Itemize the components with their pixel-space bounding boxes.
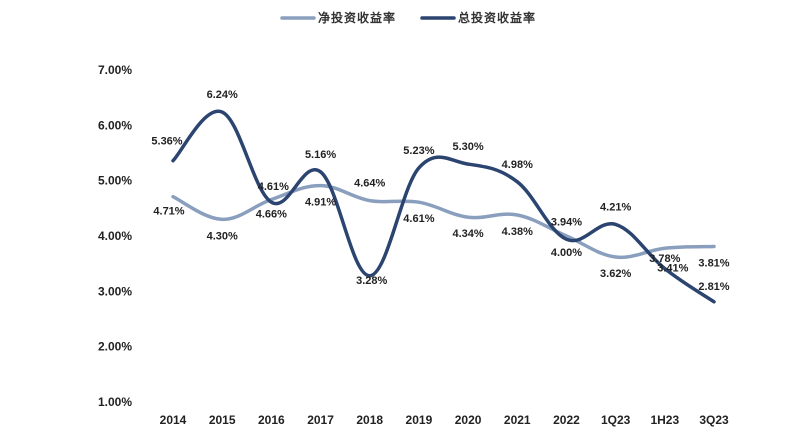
data-label-net: 4.64% bbox=[354, 178, 385, 190]
x-tick-label: 2021 bbox=[504, 413, 531, 427]
series-lines bbox=[171, 109, 716, 304]
x-tick-label: 2016 bbox=[258, 413, 285, 427]
data-label-net: 3.78% bbox=[649, 253, 680, 265]
data-label-net: 4.61% bbox=[403, 213, 434, 225]
data-label-total: 4.21% bbox=[600, 201, 631, 213]
legend-label-1: 总投资收益率 bbox=[458, 10, 536, 25]
series-line-0 bbox=[171, 183, 716, 260]
chart-legend: 净投资收益率 总投资收益率 bbox=[280, 10, 536, 25]
data-label-total: 5.30% bbox=[452, 141, 483, 153]
legend-label-0: 净投资收益率 bbox=[318, 10, 396, 25]
y-tick-label: 7.00% bbox=[98, 63, 132, 77]
x-axis: 2014 2015 2016 2017 2018 2019 2020 2021 2022 1Q23… bbox=[160, 413, 729, 427]
data-label-net: 4.71% bbox=[153, 206, 184, 218]
series-line-1 bbox=[171, 109, 716, 304]
data-label-total: 3.94% bbox=[551, 216, 582, 228]
y-tick-label: 6.00% bbox=[98, 118, 132, 132]
data-label-total: 3.28% bbox=[356, 275, 387, 287]
x-tick-label: 2014 bbox=[160, 413, 187, 427]
x-tick-label: 2019 bbox=[406, 413, 433, 427]
y-tick-label: 1.00% bbox=[98, 395, 132, 409]
data-label-total: 5.23% bbox=[403, 145, 434, 157]
x-tick-label: 2022 bbox=[553, 413, 580, 427]
y-axis: 1.00% 2.00% 3.00% 4.00% 5.00% 6.00% 7.00% bbox=[98, 63, 132, 409]
data-label-net: 3.81% bbox=[698, 258, 729, 270]
data-label-net: 4.38% bbox=[502, 226, 533, 238]
y-tick-label: 4.00% bbox=[98, 229, 132, 243]
x-tick-label: 2017 bbox=[307, 413, 334, 427]
data-label-net: 4.30% bbox=[207, 230, 238, 242]
data-label-net: 4.00% bbox=[551, 247, 582, 259]
data-label-total: 3.41% bbox=[657, 263, 688, 275]
x-tick-label: 2020 bbox=[455, 413, 482, 427]
data-label-net: 3.62% bbox=[600, 268, 631, 280]
x-tick-label: 3Q23 bbox=[699, 413, 729, 427]
data-label-net: 4.34% bbox=[452, 228, 483, 240]
data-label-total: 5.16% bbox=[305, 149, 336, 161]
x-tick-label: 1Q23 bbox=[601, 413, 631, 427]
data-label-total: 4.98% bbox=[502, 159, 533, 171]
data-label-net: 4.66% bbox=[256, 208, 287, 220]
data-label-total: 2.81% bbox=[698, 281, 729, 293]
data-label-total: 4.61% bbox=[258, 181, 289, 193]
data-label-total: 6.24% bbox=[207, 89, 238, 101]
x-tick-label: 2018 bbox=[356, 413, 383, 427]
data-label-net: 4.91% bbox=[305, 197, 336, 209]
x-tick-label: 1H23 bbox=[650, 413, 679, 427]
data-labels: 4.71% 5.36% 4.30% 6.24% 4.66% 4.61% 4.91% 5.16%… bbox=[151, 89, 729, 293]
y-tick-label: 2.00% bbox=[98, 340, 132, 354]
data-label-total: 5.36% bbox=[151, 136, 182, 148]
x-tick-label: 2015 bbox=[209, 413, 236, 427]
y-tick-label: 5.00% bbox=[98, 174, 132, 188]
y-tick-label: 3.00% bbox=[98, 284, 132, 298]
